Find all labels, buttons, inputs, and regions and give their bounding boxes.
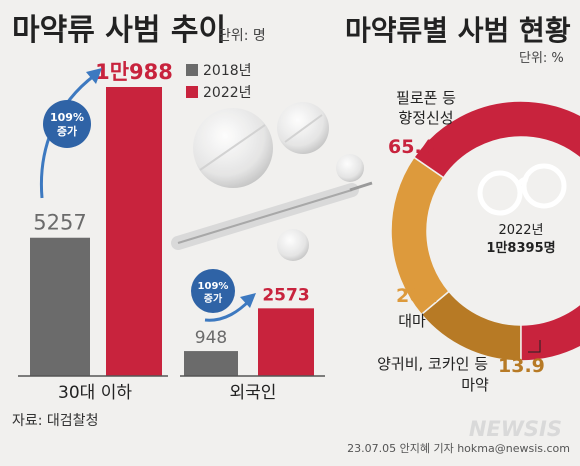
slice-label-philopon-2: 향정신성 — [398, 109, 453, 127]
donut-slice-1 — [412, 100, 580, 362]
bar-value-2-2: 2573 — [262, 285, 309, 305]
slice-label-cannabis: 대마 — [398, 312, 426, 330]
bar-value-1-2: 1만988 — [95, 60, 173, 84]
credit-text: 23.07.05 안지혜 기자 hokma@newsis.com — [347, 442, 570, 455]
bar-1-2 — [106, 87, 162, 376]
left-unit: 단위: 명 — [218, 28, 266, 44]
right-unit: 단위: % — [519, 51, 564, 66]
bar-value-2-1: 948 — [195, 328, 227, 348]
slice-label-philopon-1: 필로폰 등 — [396, 89, 456, 107]
growth-label-1a: 109% — [50, 111, 84, 124]
donut-center-total: 1만8395명 — [486, 240, 555, 256]
legend-swatch-2022 — [186, 86, 198, 98]
handcuffs-icon — [477, 163, 567, 216]
bar-chart: 5257 1만988 948 2573 — [30, 60, 314, 376]
legend-label-2022: 2022년 — [203, 85, 252, 101]
legend-swatch-2018 — [186, 64, 198, 76]
bar-2-2 — [258, 308, 314, 376]
bar-2-1 — [184, 351, 238, 376]
slice-value-philopon: 65.4 — [388, 136, 435, 158]
slice-leader-cocaine — [528, 340, 541, 353]
slice-value-cannabis: 20.7 — [396, 285, 443, 307]
growth-arrow-2: 109% 증가 — [191, 269, 256, 322]
left-title: 마약류 사범 추이 — [12, 13, 226, 48]
donut-chart — [390, 100, 580, 362]
growth-label-2b: 증가 — [204, 292, 223, 305]
right-title: 마약류별 사범 현황 — [345, 14, 571, 47]
legend-label-2018: 2018년 — [203, 63, 252, 79]
pill-illustration — [193, 102, 364, 261]
bar-1-1 — [30, 237, 90, 376]
brand-watermark: NEWSIS — [469, 417, 562, 441]
growth-label-1b: 증가 — [57, 124, 77, 138]
growth-arrow-1: 109% 증가 — [39, 68, 102, 199]
slice-value-cocaine: 13.9 — [498, 355, 545, 377]
donut-center-year: 2022년 — [498, 223, 543, 238]
category-label-2: 외국인 — [230, 383, 277, 403]
slice-label-cocaine-2: 마약 — [461, 376, 489, 394]
bar-value-1-1: 5257 — [33, 211, 86, 235]
category-label-1: 30대 이하 — [58, 383, 132, 403]
donut-hole — [428, 138, 580, 324]
growth-label-2a: 109% — [198, 281, 229, 292]
source-text: 자료: 대검찰청 — [12, 413, 98, 429]
slice-label-cocaine-1: 양귀비, 코카인 등 — [377, 355, 488, 373]
legend: 2018년 2022년 — [186, 63, 252, 101]
syringe-icon — [171, 181, 373, 250]
